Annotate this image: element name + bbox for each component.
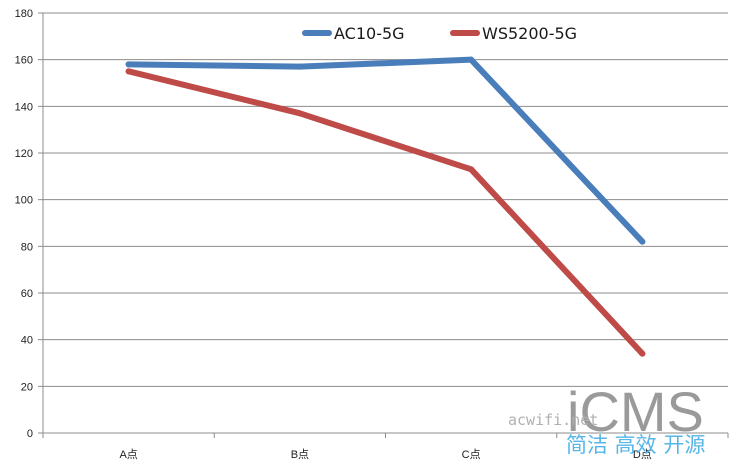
legend-label: AC10-5G — [334, 24, 405, 43]
y-tick-label: 140 — [15, 101, 33, 113]
y-gridlines — [43, 12, 728, 434]
x-tick-label: C点 — [462, 448, 481, 461]
y-axis-ticks: 0 20 40 60 80 100 120 140 160 180 — [15, 8, 44, 440]
data-point — [296, 110, 303, 117]
series-line-1 — [125, 56, 646, 245]
x-tick-label: B点 — [291, 448, 309, 461]
y-tick-label: 0 — [27, 428, 33, 440]
series-lines — [125, 56, 646, 357]
watermark-site: acwifi.net — [508, 411, 598, 429]
x-tick-label: A点 — [119, 448, 137, 461]
x-axis: A点 B点 C点 D点 — [42, 432, 729, 461]
y-tick-label: 20 — [21, 381, 33, 393]
y-tick-label: 60 — [21, 288, 33, 300]
legend-label: WS5200-5G — [482, 24, 577, 43]
series-line-2 — [125, 68, 646, 357]
watermark-slogan: 简洁 高效 开源 — [566, 433, 705, 457]
legend: AC10-5G WS5200-5G — [302, 24, 577, 43]
y-tick-label: 40 — [21, 335, 33, 347]
data-point — [125, 61, 132, 68]
data-point — [125, 68, 132, 75]
y-tick-label: 100 — [15, 195, 33, 207]
data-point — [296, 63, 303, 70]
watermark-logo: iCMS — [567, 380, 704, 443]
data-point — [468, 166, 475, 173]
y-tick-label: 180 — [15, 8, 33, 20]
x-tick-label: D点 — [633, 448, 652, 461]
y-tick-label: 160 — [15, 55, 33, 67]
y-tick-label: 120 — [15, 148, 33, 160]
data-point — [639, 350, 646, 357]
y-tick-label: 80 — [21, 241, 33, 253]
data-point — [468, 56, 475, 63]
data-point — [639, 238, 646, 245]
watermark: iCMS acwifi.net 简洁 高效 开源 — [508, 380, 705, 457]
